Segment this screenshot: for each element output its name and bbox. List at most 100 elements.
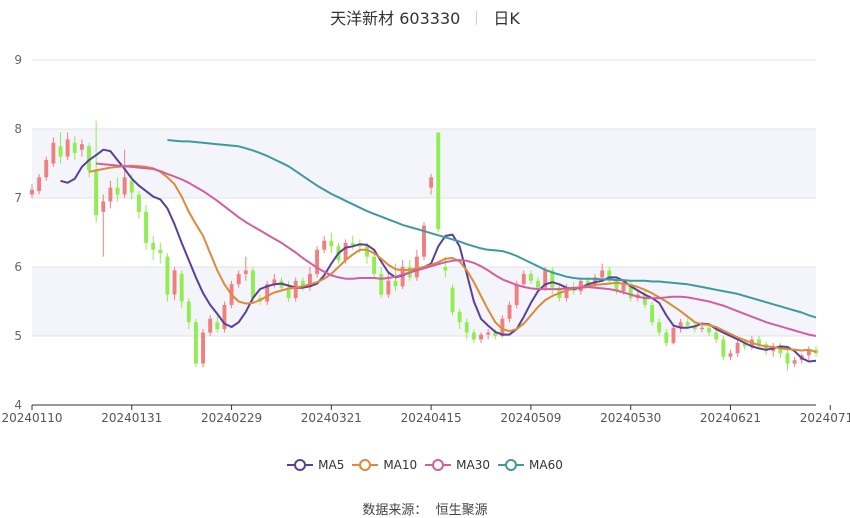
legend-line-circle-icon (352, 458, 379, 472)
candle-body (37, 177, 42, 192)
candle (30, 184, 34, 198)
candle (735, 339, 740, 357)
candle-body (122, 177, 127, 195)
candle (443, 256, 448, 278)
candle-body (322, 240, 327, 250)
candle-body (507, 304, 512, 319)
candle-body (657, 322, 662, 333)
candle-body (265, 284, 270, 302)
candle-body (735, 342, 740, 354)
candle (222, 301, 227, 333)
candle (44, 156, 49, 181)
legend-item-ma60[interactable]: MA60 (498, 458, 563, 472)
candle (272, 273, 277, 288)
candle (136, 191, 141, 219)
candle (479, 332, 483, 343)
legend-label: MA10 (383, 458, 418, 472)
candle (778, 342, 783, 359)
candle-body (464, 322, 469, 333)
candle (144, 204, 148, 250)
candle (578, 277, 583, 295)
candles (30, 120, 818, 371)
candle-body (165, 256, 170, 295)
x-tick-label: 20240321 (301, 411, 362, 425)
legend-label: MA60 (529, 458, 563, 472)
candle (471, 329, 476, 343)
ma-line-ma5 (60, 148, 817, 363)
candle (151, 235, 156, 261)
candle-body (400, 267, 405, 287)
candle-body (272, 279, 277, 285)
candle (507, 301, 512, 323)
grid-band (32, 129, 816, 198)
candle-body (308, 273, 312, 287)
candle (600, 263, 605, 281)
candle-body (300, 280, 305, 287)
candle (215, 315, 220, 333)
x-tick-label: 20240711 (800, 411, 850, 425)
candle-body (44, 160, 49, 178)
candle (486, 329, 491, 340)
x-tick-label: 20240509 (500, 411, 561, 425)
candle-body (785, 353, 790, 364)
x-tick-label: 20240110 (1, 411, 62, 425)
candle-body (144, 211, 148, 243)
candle-body (621, 284, 626, 292)
candle (785, 349, 790, 371)
x-tick-label: 20240229 (201, 411, 262, 425)
ma-line-ma30 (96, 162, 817, 337)
candle (108, 180, 113, 209)
candle-body (614, 280, 619, 292)
x-tick-label: 20240415 (401, 411, 462, 425)
source-label: 数据来源： (362, 503, 428, 518)
candle (201, 329, 206, 368)
candle-body (357, 244, 362, 247)
grid-bands (32, 129, 816, 336)
candle (329, 232, 334, 254)
candle-body (543, 270, 548, 288)
candle (721, 336, 726, 361)
candle-body (600, 270, 605, 278)
candle-body (87, 146, 91, 171)
candle (450, 284, 455, 316)
candle-body (678, 322, 683, 328)
candle-body (721, 339, 726, 357)
candle-body (550, 270, 555, 288)
x-tick-label: 20240530 (600, 411, 661, 425)
candle-body (293, 280, 298, 299)
candle (193, 318, 198, 368)
legend-item-ma5[interactable]: MA5 (287, 458, 344, 472)
candle-body (664, 332, 669, 343)
chart-title: 天洋新材 603330 日K (0, 5, 850, 29)
candle (101, 194, 106, 257)
legend-item-ma30[interactable]: MA30 (425, 458, 490, 472)
candle-body (536, 280, 540, 288)
candle-body (136, 194, 141, 212)
candle (607, 267, 612, 285)
candle (678, 318, 683, 333)
candle-body (151, 242, 156, 250)
candle-body (728, 353, 733, 357)
candle (186, 298, 191, 330)
candle-body (707, 327, 712, 333)
candle-body (193, 322, 198, 364)
candle-body (243, 270, 248, 274)
candle (436, 132, 441, 233)
candle-body (471, 332, 476, 340)
legend-item-ma10[interactable]: MA10 (352, 458, 417, 472)
candle-body (742, 342, 747, 347)
candle-body (493, 332, 498, 336)
candle-body (457, 311, 462, 323)
candle (422, 222, 426, 261)
legend: MA5 MA10 MA30 MA60 (0, 458, 850, 475)
candle-body (30, 189, 34, 195)
candle-body (486, 332, 491, 335)
axes: 4 5 6 7 8 9 20240110 20240131 20240229 20240321 20… (1, 53, 850, 425)
candle (94, 120, 99, 223)
candle-body (514, 284, 519, 305)
legend-line-circle-icon (287, 458, 314, 472)
candle-body (79, 144, 84, 150)
candle-body (379, 273, 384, 295)
candle (372, 253, 377, 278)
candle (771, 342, 776, 357)
